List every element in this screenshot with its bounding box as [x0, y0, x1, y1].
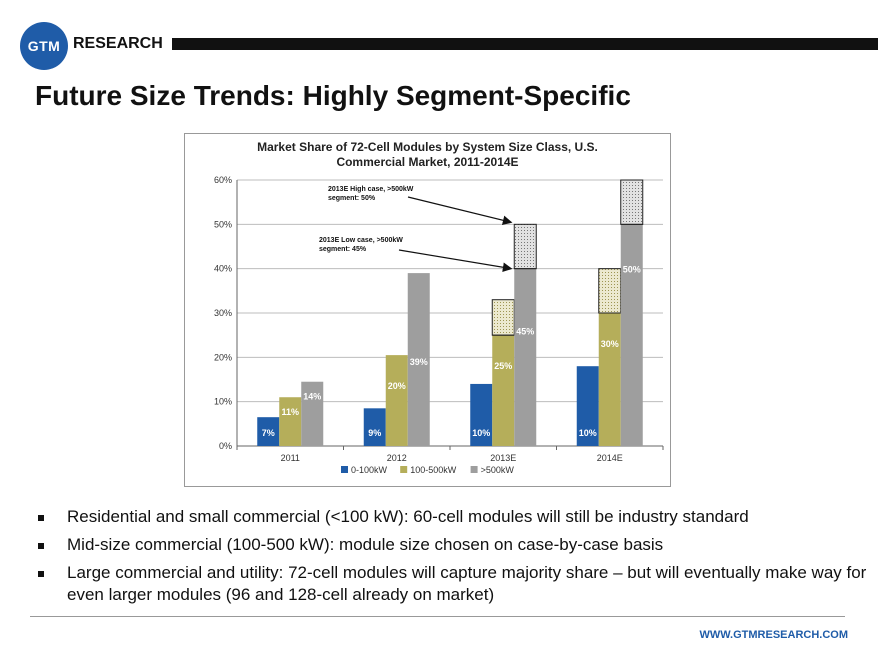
bullet-marker	[38, 543, 44, 549]
annotation-label: 2013E Low case, >500kW	[319, 237, 403, 244]
bullet-marker	[38, 515, 44, 521]
legend-swatch	[470, 466, 478, 473]
bullet-marker	[38, 571, 44, 577]
y-tick-label: 50%	[214, 219, 232, 229]
y-tick-label: 10%	[214, 397, 232, 407]
gtm-logo: GTM	[20, 22, 68, 70]
footer-url: WWW.GTMRESEARCH.COM	[699, 629, 848, 641]
bar	[279, 397, 302, 446]
logo-text: GTM	[27, 38, 61, 54]
annotation-arrow	[407, 196, 513, 225]
data-label: 39%	[410, 357, 428, 367]
slide-title: Future Size Trends: Highly Segment-Speci…	[35, 80, 631, 111]
header-bar	[172, 38, 878, 50]
data-label: 14%	[303, 392, 321, 402]
legend-swatch	[400, 466, 408, 473]
data-label: 20%	[388, 381, 406, 391]
footer-divider	[30, 616, 845, 617]
bar	[620, 224, 643, 446]
x-tick-label: 2014E	[597, 453, 623, 463]
x-tick-label: 2011	[281, 453, 300, 463]
chart-title-line1: Market Share of 72-Cell Modules by Syste…	[257, 140, 598, 154]
bar	[363, 408, 386, 446]
bar	[492, 335, 515, 446]
bullet-text: Residential and small commercial (<100 k…	[67, 507, 749, 526]
data-label: 7%	[262, 428, 275, 438]
bar-chart: 0% 10% 20% 30% 40% 50% 60% 7% 11% 14% 2011 9% 20% 39%…	[214, 175, 664, 475]
annotation-label: 2013E High case, >500kW	[328, 186, 414, 193]
data-label: 45%	[516, 327, 534, 337]
data-label: 10%	[472, 428, 490, 438]
bar	[514, 268, 537, 446]
legend-label: 100-500kW	[410, 465, 457, 475]
bullet-item: Mid-size commercial (100-500 kW): module…	[38, 534, 868, 556]
bar-high-case	[620, 179, 644, 225]
annotation-arrow	[398, 249, 513, 273]
brand-name: RESEARCH	[73, 35, 163, 52]
bullet-item: Large commercial and utility: 72-cell mo…	[38, 562, 868, 606]
chart-title-line2: Commercial Market, 2011-2014E	[336, 155, 519, 169]
bar	[470, 383, 493, 446]
data-label: 25%	[494, 361, 512, 371]
annotation-label: segment: 45%	[319, 246, 367, 253]
x-tick-label: 2012	[387, 453, 407, 463]
bar	[257, 417, 280, 446]
bar	[598, 313, 621, 446]
legend-label: >500kW	[481, 465, 515, 475]
annotation-label: segment: 50%	[328, 195, 376, 202]
bar-high-case	[513, 223, 537, 270]
data-label: 9%	[368, 428, 381, 438]
bar	[301, 381, 324, 446]
y-tick-label: 20%	[214, 352, 232, 362]
y-tick-label: 30%	[214, 308, 232, 318]
legend-label: 0-100kW	[351, 465, 388, 475]
bullet-text: Large commercial and utility: 72-cell mo…	[67, 563, 867, 604]
y-tick-label: 60%	[214, 175, 232, 185]
bar	[576, 366, 599, 446]
bullet-text: Mid-size commercial (100-500 kW): module…	[67, 535, 664, 554]
legend-swatch	[341, 466, 348, 473]
data-label: 11%	[281, 407, 299, 417]
data-label: 10%	[579, 428, 597, 438]
bullet-list: Residential and small commercial (<100 k…	[38, 506, 868, 612]
chart-frame: Market Share of 72-Cell Modules by Syste…	[184, 133, 671, 487]
bar-high-case	[598, 268, 622, 314]
bar	[407, 273, 430, 446]
x-tick-label: 2013E	[490, 453, 516, 463]
y-tick-label: 40%	[214, 264, 232, 274]
y-tick-label: 0%	[219, 441, 232, 451]
bar-high-case	[491, 299, 515, 336]
bar	[385, 355, 408, 446]
bullet-item: Residential and small commercial (<100 k…	[38, 506, 868, 528]
data-label: 50%	[623, 264, 641, 274]
data-label: 30%	[601, 339, 619, 349]
